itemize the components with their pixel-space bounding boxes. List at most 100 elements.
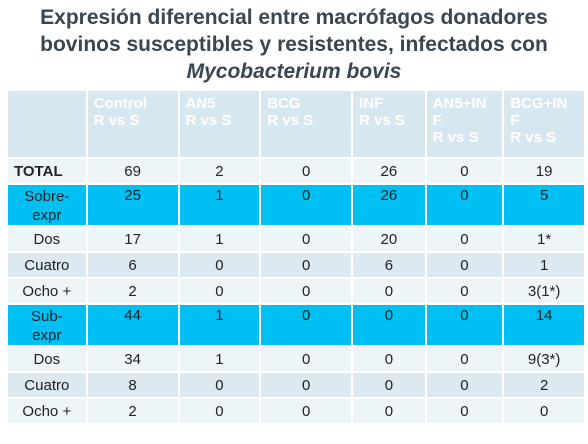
row-label: TOTAL [8, 159, 86, 183]
table-cell: 20 [353, 227, 425, 251]
row-label: Sub-expr [8, 305, 86, 345]
table-cell: 8 [87, 373, 178, 397]
table-cell: 0 [504, 399, 584, 423]
table-cell: 9(3*) [504, 347, 584, 371]
table-cell: 0 [353, 305, 425, 345]
table-cell: 0 [179, 373, 260, 397]
table-cell: 0 [353, 399, 425, 423]
column-header-line2: R vs S [185, 112, 232, 129]
row-label-line1: Sobre- [24, 188, 70, 205]
row-label: Ocho + [8, 279, 86, 303]
row-label: Ocho + [8, 399, 86, 423]
table-cell: 1 [504, 253, 584, 277]
table-row: Dos 34 1 0 0 0 9(3*) [8, 347, 584, 371]
table-cell: 2 [179, 159, 260, 183]
column-header-line1: Control [93, 95, 147, 112]
table-cell: 1 [179, 305, 260, 345]
column-header-line1: AN5+IN [432, 95, 487, 112]
row-label: Cuatro [8, 373, 86, 397]
table-row: Ocho +2 0 0 0 0 3(1*) [8, 279, 584, 303]
header-corner [8, 91, 86, 157]
header-row: Control R vs S AN5 R vs S BCG R vs S INF R vs S… [8, 91, 584, 157]
table-cell: 0 [426, 279, 503, 303]
table-cell: 6 [87, 253, 178, 277]
table-cell: 0 [426, 253, 503, 277]
table-cell: 0 [261, 399, 352, 423]
table-cell: 0 [179, 253, 260, 277]
table-cell: 0 [426, 305, 503, 345]
table-cell: 2 [87, 279, 178, 303]
table-cell: 0 [261, 347, 352, 371]
expression-table: Control R vs S AN5 R vs S BCG R vs S INF R vs S… [6, 89, 586, 425]
table-cell: 1 [179, 185, 260, 225]
column-header: AN5 R vs S [179, 91, 260, 157]
table-cell: 0 [426, 185, 503, 225]
table-cell: 44 [87, 305, 178, 345]
column-header: INF R vs S [353, 91, 425, 157]
table-body: TOTAL 69 2 0 26 0 19 Sobre-expr 25 1 0 26 0 5 Dos 17 1 0 2… [8, 159, 584, 423]
column-header: BCG+IN F R vs S [504, 91, 584, 157]
table-row: Cuatro 8 0 0 0 0 2 [8, 373, 584, 397]
title-line-1: Expresión diferencial entre macrófagos d… [40, 6, 548, 29]
table-cell: 0 [353, 373, 425, 397]
table-cell: 0 [426, 347, 503, 371]
table-cell: 0 [261, 185, 352, 225]
table-cell: 25 [87, 185, 178, 225]
column-header: AN5+IN F R vs S [426, 91, 503, 157]
column-header-line2: F [432, 112, 442, 129]
table-row: Ocho +2 0 0 0 0 0 [8, 399, 584, 423]
table-cell: 0 [426, 399, 503, 423]
table-row: TOTAL 69 2 0 26 0 19 [8, 159, 584, 183]
column-header-line2: R vs S [93, 112, 140, 129]
title-line-3: Mycobacterium bovis [186, 60, 402, 83]
row-label: Dos [8, 347, 86, 371]
column-header-line2: F [510, 112, 520, 129]
table-cell: 1 [179, 347, 260, 371]
row-label-line1: Ocho + [22, 402, 72, 420]
table-row: Cuatro 6 0 0 6 0 1 [8, 253, 584, 277]
table-cell: 0 [261, 253, 352, 277]
table-cell: 17 [87, 227, 178, 251]
table-cell: 1* [504, 227, 584, 251]
table-cell: 0 [261, 279, 352, 303]
table-cell: 0 [179, 279, 260, 303]
title-line-2: bovinos susceptibles y resistentes, infe… [40, 33, 548, 56]
table-row: Sobre-expr 25 1 0 26 0 5 [8, 185, 584, 225]
table-cell: 2 [504, 373, 584, 397]
table-cell: 34 [87, 347, 178, 371]
table-cell: 2 [87, 399, 178, 423]
table-cell: 0 [261, 159, 352, 183]
row-label: Dos [8, 227, 86, 251]
column-header-line1: BCG+IN [510, 95, 568, 112]
table-cell: 0 [179, 399, 260, 423]
row-label-line1: Cuatro [24, 376, 70, 394]
table-cell: 3(1*) [504, 279, 584, 303]
column-header-line1: AN5 [185, 95, 216, 112]
table-cell: 5 [504, 185, 584, 225]
slide-title: Expresión diferencial entre macrófagos d… [0, 4, 588, 85]
column-header-line2: R vs S [267, 112, 314, 129]
row-label-line1: Sub- [30, 308, 63, 325]
table-cell: 14 [504, 305, 584, 345]
row-label: Cuatro [8, 253, 86, 277]
table-cell: 0 [426, 227, 503, 251]
table-cell: 6 [353, 253, 425, 277]
table-cell: 0 [353, 279, 425, 303]
table-cell: 0 [261, 227, 352, 251]
row-label-line1: Dos [33, 350, 61, 368]
table-cell: 0 [353, 347, 425, 371]
table-cell: 19 [504, 159, 584, 183]
row-label-line2: expr [32, 327, 62, 344]
row-label-line1: Dos [33, 230, 61, 248]
table-cell: 1 [179, 227, 260, 251]
table-cell: 26 [353, 159, 425, 183]
table-cell: 0 [426, 159, 503, 183]
column-header-line2: R vs S [359, 112, 405, 129]
table-cell: 69 [87, 159, 178, 183]
table-cell: 0 [426, 373, 503, 397]
row-label-line2: expr [32, 207, 62, 224]
table-cell: 0 [261, 373, 352, 397]
column-header-line1: INF [359, 95, 384, 112]
column-header: Control R vs S [87, 91, 178, 157]
row-label-line1: Cuatro [24, 256, 70, 274]
